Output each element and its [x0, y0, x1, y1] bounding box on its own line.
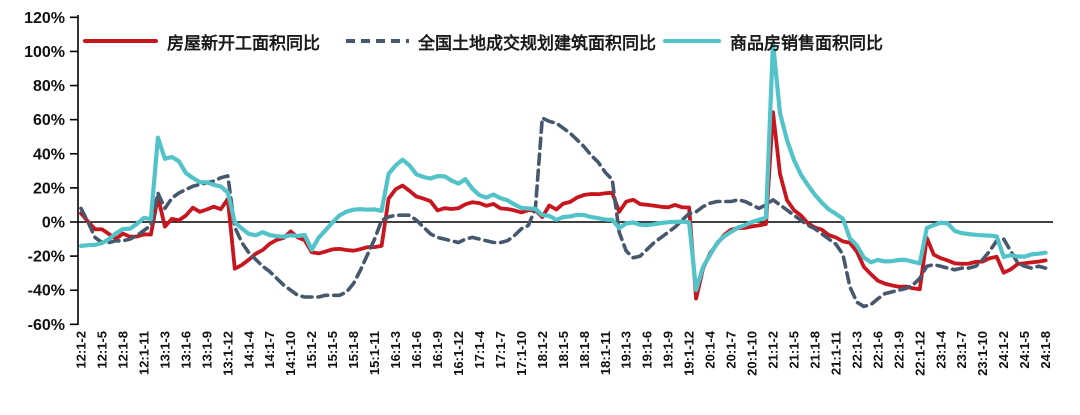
legend-item-sales: 商品房销售面积同比: [663, 30, 883, 53]
x-tick-label: 14:1-7: [262, 331, 277, 369]
x-tick-label: 22:1-12: [912, 331, 927, 376]
x-tick-label: 16:1-6: [409, 331, 424, 369]
x-tick-label: 13:1-12: [220, 331, 235, 376]
y-tick-label: 60%: [33, 112, 65, 129]
legend-line-red: [83, 38, 158, 44]
x-tick-label: 14:1-4: [241, 330, 256, 368]
x-tick-label: 23:1-4: [933, 330, 948, 368]
x-tick-label: 21:1-2: [766, 331, 781, 369]
x-tick-label: 19:1-3: [619, 331, 634, 369]
x-tick-label: 12:1-5: [94, 331, 109, 369]
x-tick-label: 22:1-3: [849, 331, 864, 369]
y-tick-label: 0%: [42, 215, 65, 232]
x-tick-label: 15:1-2: [304, 331, 319, 369]
x-tick-label: 18:1-11: [598, 331, 613, 375]
x-tick-label: 14:1-10: [283, 331, 298, 376]
x-tick-label: 18:1-2: [535, 331, 550, 369]
x-tick-label: 22:1-6: [870, 331, 885, 369]
legend-label-new-starts: 房屋新开工面积同比: [167, 33, 320, 53]
y-tick-label: -40%: [28, 283, 65, 300]
x-tick-label: 17:1-4: [472, 330, 487, 368]
y-tick-label: 120%: [24, 10, 65, 27]
x-tick-label: 16:1-9: [430, 331, 445, 369]
x-tick-label: 13:1-3: [157, 331, 172, 369]
x-tick-label: 17:1-7: [493, 331, 508, 369]
x-tick-label: 15:1-11: [367, 331, 382, 375]
x-tick-label: 21:1-11: [828, 331, 843, 375]
x-tick-label: 24:1-8: [1038, 331, 1053, 369]
x-tick-label: 24:1-2: [996, 331, 1011, 369]
x-tick-label: 12:1-11: [136, 331, 151, 375]
legend-line-teal: [663, 38, 721, 44]
x-tick-label: 19:1-9: [661, 331, 676, 369]
x-tick-label: 23:1-10: [975, 331, 990, 376]
x-tick-label: 12:1-2: [74, 331, 89, 369]
x-tick-label: 20:1-4: [703, 330, 718, 368]
x-tick-label: 16:1-12: [451, 331, 466, 376]
y-tick-label: 40%: [33, 146, 65, 163]
x-tick-label: 21:1-8: [807, 331, 822, 369]
x-tick-label: 18:1-5: [556, 331, 571, 369]
series-line-2: [78, 41, 1048, 293]
legend-line-dashed: [346, 38, 409, 44]
legend-item-land: 全国土地成交规划建筑面积同比: [346, 30, 656, 53]
y-tick-label: 80%: [33, 78, 65, 95]
series-line-1: [79, 116, 1048, 309]
y-tick-label: 20%: [33, 180, 65, 197]
x-tick-label: 22:1-9: [891, 331, 906, 369]
x-tick-label: 12:1-8: [115, 331, 130, 369]
x-tick-label: 15:1-8: [346, 331, 361, 369]
x-tick-label: 20:1-7: [724, 331, 739, 369]
x-tick-label: 17:1-10: [514, 331, 529, 376]
legend-label-sales: 商品房销售面积同比: [730, 33, 883, 53]
x-tick-label: 19:1-6: [640, 331, 655, 369]
x-tick-label: 24:1-5: [1017, 331, 1032, 369]
y-tick-label: -20%: [28, 249, 65, 266]
x-tick-label: 15:1-5: [325, 331, 340, 369]
x-tick-label: 18:1-8: [577, 331, 592, 369]
x-tick-label: 13:1-6: [178, 331, 193, 369]
series-line-0: [79, 110, 1048, 301]
x-tick-label: 21:1-5: [786, 331, 801, 369]
x-tick-label: 19:1-12: [682, 331, 697, 376]
x-tick-label: 20:1-10: [745, 331, 760, 376]
x-tick-label: 16:1-3: [388, 331, 403, 369]
legend-item-new-starts: 房屋新开工面积同比: [83, 30, 320, 53]
x-tick-label: 23:1-7: [954, 331, 969, 369]
x-tick-label: 13:1-9: [199, 331, 214, 369]
legend-label-land: 全国土地成交规划建筑面积同比: [418, 33, 656, 53]
y-tick-label: -60%: [28, 317, 65, 334]
y-tick-label: 100%: [24, 44, 65, 61]
